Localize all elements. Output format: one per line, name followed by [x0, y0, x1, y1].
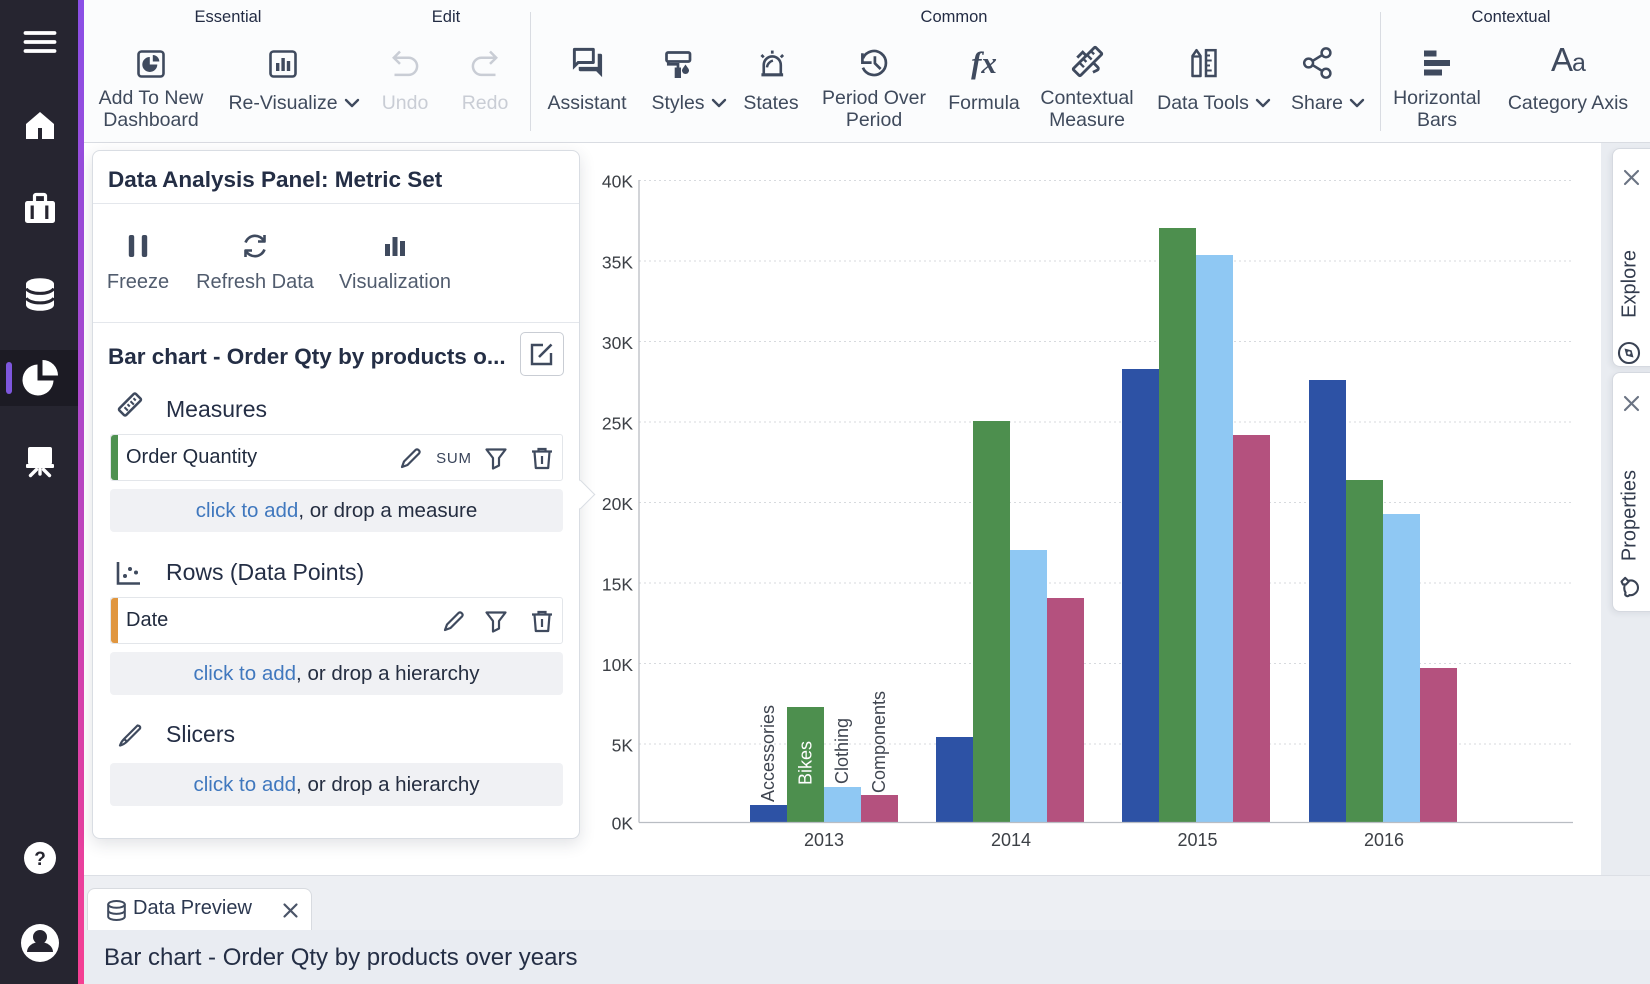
svg-text:35K: 35K	[602, 253, 633, 273]
svg-text:Accessories: Accessories	[758, 705, 778, 802]
svg-text:2015: 2015	[1177, 830, 1217, 850]
svg-text:20K: 20K	[602, 494, 633, 514]
svg-text:40K: 40K	[602, 172, 633, 192]
svg-text:15K: 15K	[602, 575, 633, 595]
svg-text:2014: 2014	[991, 830, 1031, 850]
svg-text:5K: 5K	[612, 736, 634, 756]
svg-text:2016: 2016	[1364, 830, 1404, 850]
svg-text:?: ?	[34, 849, 46, 870]
svg-text:10K: 10K	[602, 655, 633, 675]
svg-text:Bikes: Bikes	[796, 741, 816, 785]
svg-text:Components: Components	[869, 691, 889, 793]
svg-text:30K: 30K	[602, 333, 633, 353]
svg-text:0K: 0K	[612, 814, 634, 834]
svg-text:Clothing: Clothing	[832, 718, 852, 784]
svg-text:25K: 25K	[602, 414, 633, 434]
svg-text:2013: 2013	[804, 830, 844, 850]
